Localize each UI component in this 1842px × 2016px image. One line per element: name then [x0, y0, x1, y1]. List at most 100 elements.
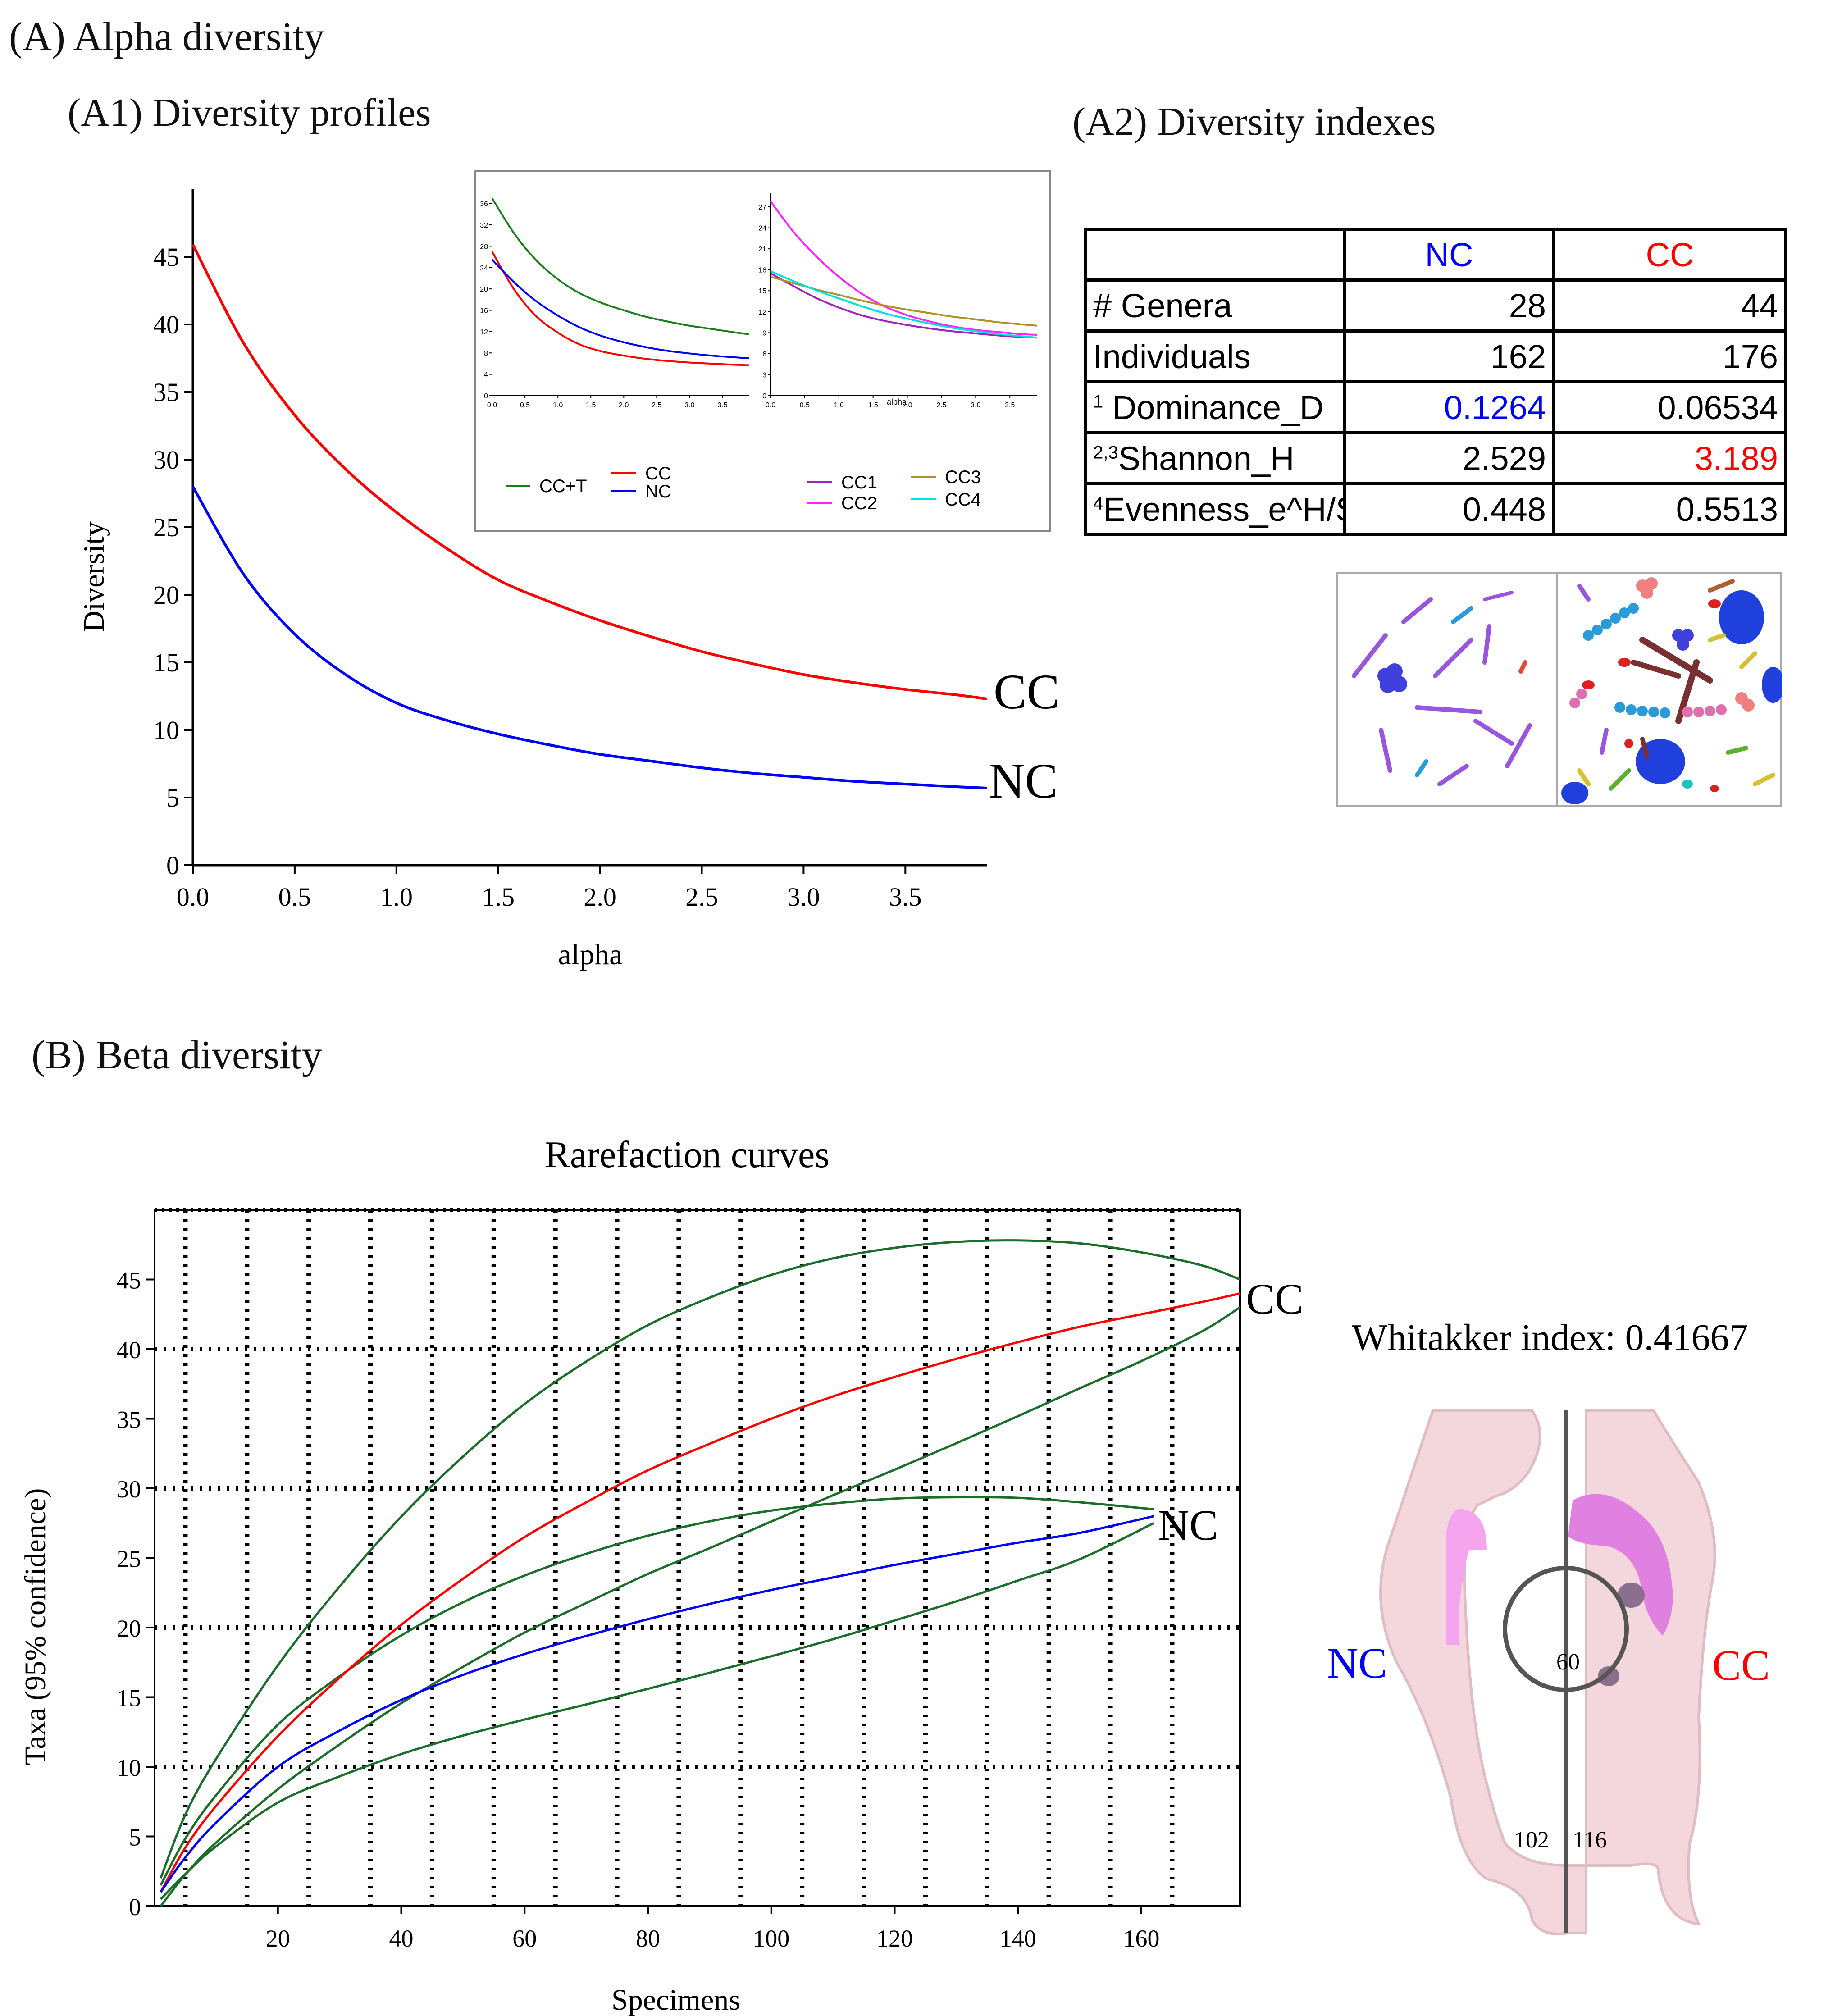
inset-x-tick-label: 2.0 [619, 401, 629, 409]
rarefaction-xlabel: Specimens [611, 1984, 740, 2016]
table-row: Individuals 162 176 [1084, 329, 1787, 383]
y-tick-label: 15 [153, 648, 179, 677]
y-tick-label: 5 [166, 783, 179, 812]
inset-y-tick-label: 0 [762, 392, 766, 400]
row-label-shannon: 2,3Shannon_H [1084, 431, 1346, 485]
x-tick-label: 40 [389, 1925, 414, 1952]
cc-evenness-value: 0.5513 [1552, 482, 1787, 536]
inset-left-panel: 0 4 8 12 16 20 24 28 32 36 0.0 0.5 1.0 1.5 2.0 2.5 3.0 3.… [480, 193, 749, 409]
legend-label: CC [645, 464, 671, 483]
cc-epithelium [1568, 1494, 1673, 1636]
x-tick-label: 3.5 [889, 882, 922, 912]
cc-specimens [1561, 577, 1782, 804]
inset-x-tick-label: 0.5 [800, 401, 810, 409]
inset-y-tick-label: 12 [758, 309, 766, 316]
table-header-empty [1084, 228, 1346, 282]
rarefaction-axes: 0 5 10 15 20 25 30 35 40 45 20 40 60 80 100 120 140 160 [117, 1208, 1241, 1952]
table-row: # Genera 28 44 [1084, 278, 1787, 333]
y-tick-label: 5 [129, 1824, 141, 1851]
inset-series-cc-plus-t [491, 197, 749, 335]
inset-y-tick-label: 15 [758, 287, 766, 295]
cc-lesion-2 [1598, 1666, 1619, 1686]
inset-x-tick-label: 3.0 [684, 401, 694, 409]
legend-label: NC [645, 482, 671, 502]
x-tick-label: 160 [1123, 1925, 1160, 1952]
diversity-profile-xlabel: alpha [558, 938, 623, 971]
nc-curve-label: NC [989, 753, 1058, 808]
y-tick-label: 45 [117, 1267, 141, 1294]
inset-x-tick-label: 1.0 [834, 401, 844, 409]
nc-individuals-value: 162 [1343, 329, 1555, 383]
inset-x-tick-label: 1.5 [868, 401, 878, 409]
inset-y-tick-label: 28 [480, 243, 488, 251]
inset-y-tick-label: 32 [480, 222, 488, 229]
diversity-profile-ylabel: Diversity [78, 521, 110, 632]
table-header-cc: CC [1552, 228, 1787, 282]
y-tick-label: 10 [117, 1754, 141, 1781]
rarefaction-chart: Rarefaction curves 0 5 10 15 20 25 30 35 40 45 20 4… [19, 1134, 1304, 2016]
inset-y-tick-label: 24 [480, 265, 488, 272]
inset-right-panel: 0 3 6 9 12 15 18 21 24 27 0.0 0.5 1.0 1.5 2.0 2.5 3.0 3.5 [758, 193, 1038, 409]
inset-series-cc [491, 251, 749, 366]
table-row: 1 Dominance_D 0.1264 0.06534 [1084, 380, 1787, 434]
inset-y-tick-label: 24 [758, 225, 766, 233]
row-label-individuals: Individuals [1084, 329, 1346, 383]
rarefaction-cc-label: CC [1246, 1275, 1304, 1323]
section-b-title: (B) Beta diversity [32, 1033, 322, 1077]
y-tick-label: 30 [117, 1476, 141, 1503]
inset-x-tick-label: 0.5 [520, 401, 530, 409]
x-tick-label: 3.0 [787, 882, 820, 912]
inset-x-tick-label: 0.0 [487, 401, 497, 409]
inset-x-tick-label: 2.5 [652, 401, 661, 409]
table-row: 4Evenness_e^H/S 0.448 0.5513 [1084, 482, 1787, 536]
section-a-title: (A) Alpha diversity [9, 14, 324, 59]
nc-upper-confidence [160, 1496, 1154, 1886]
inset-x-tick-label: 3.0 [971, 401, 980, 409]
inset-x-tick-label: 2.5 [936, 401, 946, 409]
diversity-index-table: NC CC # Genera 28 44 Individuals 162 176… [1084, 228, 1787, 536]
y-tick-label: 20 [153, 580, 179, 610]
inset-y-tick-label: 9 [762, 329, 766, 337]
nc-epithelium [1446, 1509, 1487, 1645]
legend-label: CC3 [945, 467, 981, 487]
legend-label: CC1 [841, 473, 877, 493]
inset-x-tick-label: 2.0 [902, 401, 912, 409]
plot-frame [154, 1209, 1241, 1907]
x-tick-label: 120 [876, 1925, 913, 1952]
y-tick-label: 40 [117, 1336, 141, 1364]
specimen-illustration [1336, 572, 1782, 807]
y-tick-label: 25 [117, 1546, 141, 1573]
inset-y-tick-label: 18 [758, 267, 766, 274]
inset-y-tick-label: 4 [484, 371, 488, 379]
tissue-outline [1379, 1409, 1716, 1935]
x-tick-label: 20 [266, 1925, 290, 1952]
x-tick-label: 1.5 [482, 882, 515, 912]
y-tick-label: 20 [117, 1615, 141, 1642]
inset-y-tick-label: 16 [480, 307, 488, 315]
x-tick-label: 80 [636, 1925, 660, 1952]
rarefaction-cc-line [160, 1292, 1240, 1893]
cc-genera-value: 44 [1552, 278, 1787, 333]
rarefaction-ylabel: Taxa (95% confidence) [19, 1488, 52, 1765]
y-tick-label: 15 [117, 1685, 141, 1712]
shared-count: 60 [1556, 1649, 1580, 1675]
rarefaction-title: Rarefaction curves [545, 1134, 830, 1176]
whittaker-index-label: Whitakker index: 0.41667 [1352, 1317, 1748, 1359]
nc-genera-value: 28 [1343, 278, 1555, 333]
nc-evenness-value: 0.448 [1343, 482, 1555, 536]
inset-series-cc4 [770, 270, 1038, 339]
rarefaction-nc-line [160, 1515, 1154, 1893]
cc-shannon-value: 3.189 [1552, 431, 1787, 485]
x-tick-label: 100 [753, 1925, 789, 1952]
row-label-evenness: 4Evenness_e^H/S [1084, 482, 1346, 536]
inset-y-tick-label: 21 [758, 246, 766, 253]
nc-lower-confidence [160, 1522, 1154, 1900]
cc-only-count: 116 [1573, 1827, 1607, 1853]
x-tick-label: 60 [512, 1925, 537, 1952]
y-tick-label: 25 [153, 513, 179, 542]
x-tick-label: 1.0 [380, 882, 413, 912]
x-tick-label: 2.5 [685, 882, 718, 912]
